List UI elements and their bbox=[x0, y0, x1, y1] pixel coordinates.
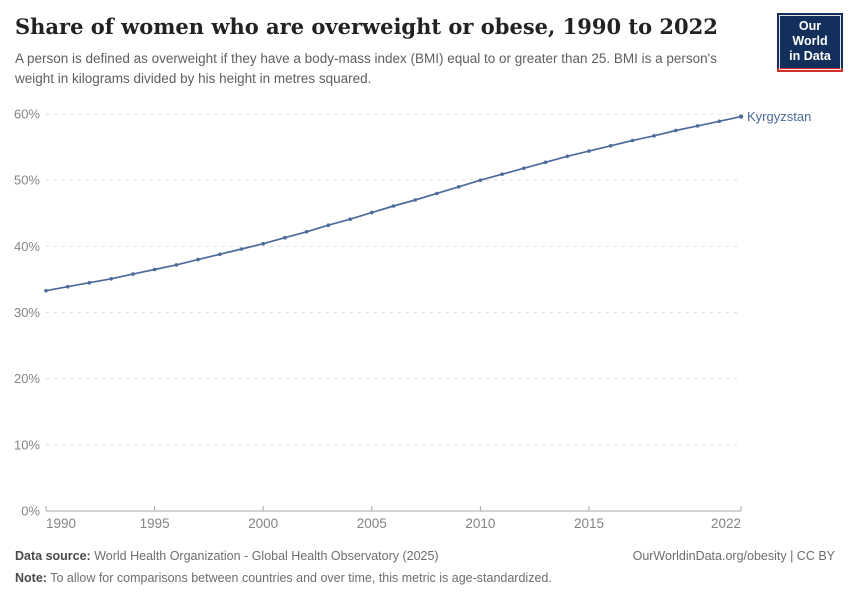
series-end-label[interactable]: Kyrgyzstan bbox=[747, 109, 811, 124]
data-point-marker[interactable] bbox=[522, 166, 526, 171]
data-source-text: World Health Organization - Global Healt… bbox=[94, 548, 439, 563]
data-point-marker[interactable] bbox=[435, 191, 439, 196]
y-tick-label: 30% bbox=[14, 305, 40, 320]
owid-logo[interactable]: Our World in Data bbox=[777, 13, 843, 73]
x-tick-label: 2022 bbox=[711, 516, 741, 531]
attribution-link[interactable]: OurWorldinData.org/obesity | CC BY bbox=[632, 548, 835, 563]
data-point-marker[interactable] bbox=[608, 144, 613, 148]
y-tick-label: 50% bbox=[14, 173, 40, 188]
y-tick-label: 0% bbox=[21, 504, 40, 519]
data-point-marker[interactable] bbox=[587, 149, 591, 153]
data-point-marker[interactable] bbox=[391, 204, 396, 208]
data-point-marker[interactable] bbox=[500, 172, 504, 176]
chart-header: Share of women who are overweight or obe… bbox=[15, 14, 755, 88]
data-point-marker[interactable] bbox=[674, 128, 678, 133]
data-source: Data source: World Health Organization -… bbox=[15, 548, 439, 564]
chart-title: Share of women who are overweight or obe… bbox=[15, 14, 718, 39]
y-tick-label: 60% bbox=[14, 107, 40, 122]
owid-logo-line1: Our World bbox=[792, 19, 828, 48]
x-tick-label: 1995 bbox=[140, 516, 170, 531]
x-tick-label: 2005 bbox=[357, 516, 387, 531]
x-tick-label: 1990 bbox=[46, 516, 76, 531]
data-point-marker[interactable] bbox=[239, 247, 244, 251]
data-point-marker[interactable] bbox=[109, 277, 113, 281]
data-point-marker[interactable] bbox=[630, 138, 635, 143]
data-point-marker[interactable] bbox=[87, 280, 92, 285]
data-point-marker[interactable] bbox=[131, 272, 135, 276]
data-point-marker[interactable] bbox=[652, 134, 656, 138]
data-point-marker[interactable] bbox=[44, 288, 48, 293]
data-point-marker[interactable] bbox=[717, 119, 722, 124]
x-tick-label: 2010 bbox=[465, 516, 495, 531]
y-tick-label: 20% bbox=[14, 371, 40, 386]
data-point-marker[interactable] bbox=[218, 252, 222, 257]
x-tick-label: 2015 bbox=[574, 516, 604, 531]
data-point-marker[interactable] bbox=[65, 284, 70, 289]
chart-subtitle: A person is defined as overweight if the… bbox=[15, 51, 717, 86]
note-label: Note: bbox=[15, 570, 47, 585]
chart-footer: Data source: World Health Organization -… bbox=[15, 548, 835, 587]
data-point-marker[interactable] bbox=[413, 198, 418, 202]
owid-logo-line2: in Data bbox=[789, 48, 831, 63]
data-point-marker[interactable] bbox=[456, 185, 461, 189]
x-tick-label: 2000 bbox=[248, 516, 278, 531]
data-point-marker[interactable] bbox=[196, 257, 200, 262]
data-point-marker[interactable] bbox=[326, 223, 331, 227]
data-point-marker[interactable] bbox=[261, 241, 266, 246]
data-point-marker[interactable] bbox=[695, 124, 700, 128]
data-point-marker[interactable] bbox=[370, 210, 374, 215]
data-point-marker[interactable] bbox=[174, 263, 179, 267]
data-point-marker[interactable] bbox=[152, 267, 157, 272]
y-tick-label: 40% bbox=[14, 239, 40, 254]
data-point-marker[interactable] bbox=[304, 230, 309, 234]
y-tick-label: 10% bbox=[14, 437, 40, 452]
series-line[interactable] bbox=[45, 115, 742, 292]
data-point-marker[interactable] bbox=[565, 154, 570, 159]
data-point-marker[interactable] bbox=[478, 178, 483, 182]
note-text: To allow for comparisons between countri… bbox=[50, 570, 552, 585]
data-point-marker[interactable] bbox=[348, 217, 352, 221]
data-point-marker[interactable] bbox=[543, 160, 548, 165]
data-point-marker[interactable] bbox=[738, 114, 744, 119]
chart-note: Note: To allow for comparisons between c… bbox=[15, 570, 835, 586]
data-source-label: Data source: bbox=[15, 548, 91, 563]
data-point-marker[interactable] bbox=[283, 235, 287, 240]
line-chart[interactable]: 0% 10% 20% 30% 40% 50% 60% 1990 1995 2000 2005 2010… bbox=[0, 95, 850, 540]
